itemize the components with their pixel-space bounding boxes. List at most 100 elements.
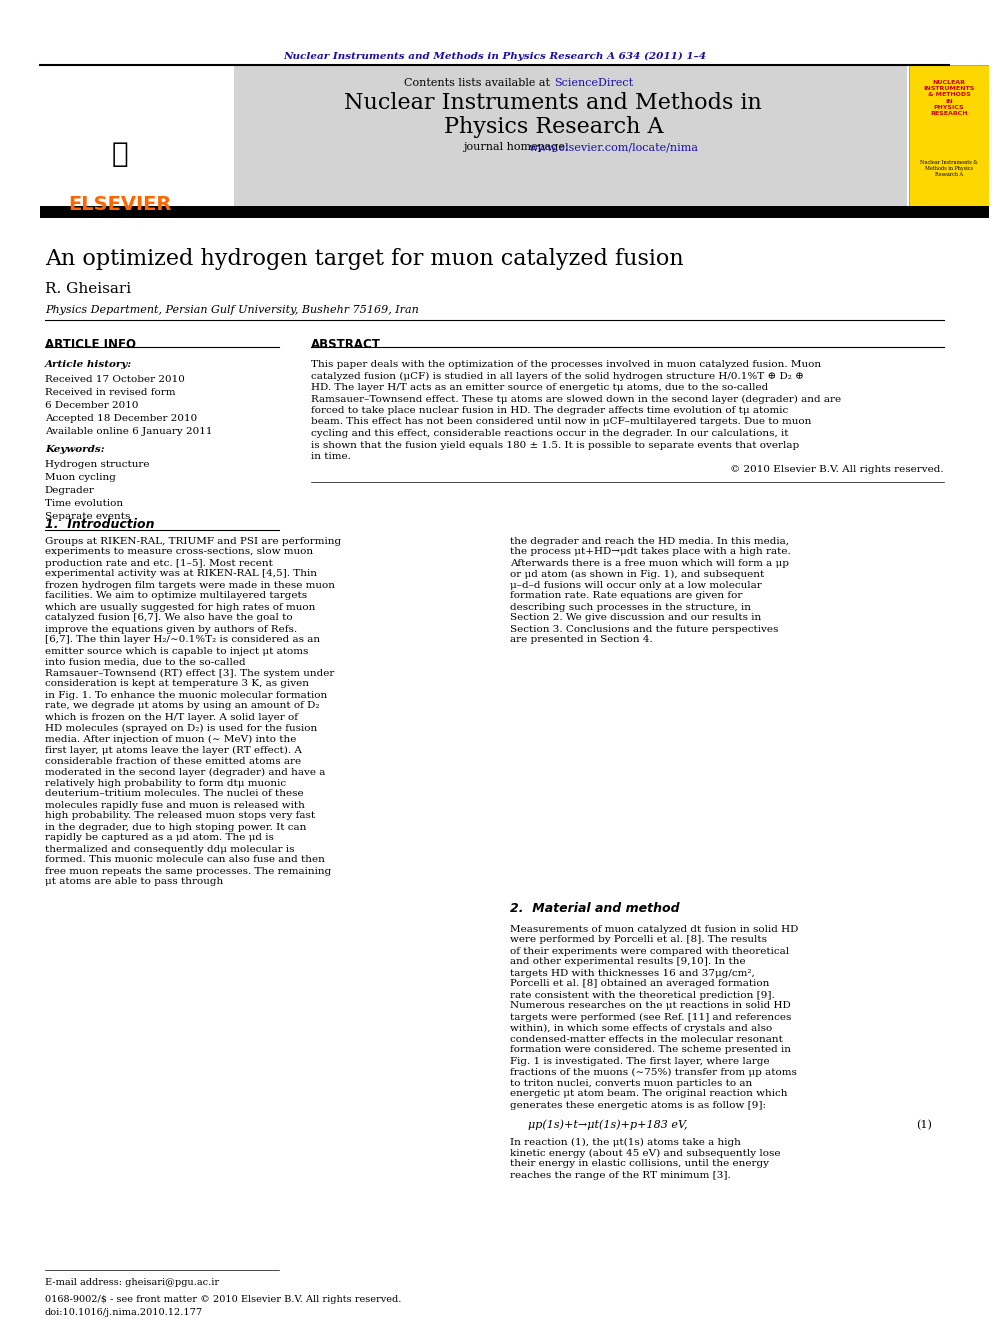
- Text: experimental activity was at RIKEN-RAL [4,5]. Thin: experimental activity was at RIKEN-RAL […: [45, 569, 316, 578]
- Text: Time evolution: Time evolution: [45, 499, 123, 508]
- Text: Degrader: Degrader: [45, 486, 94, 495]
- Text: Received 17 October 2010: Received 17 October 2010: [45, 374, 185, 384]
- Text: catalyzed fusion [6,7]. We also have the goal to: catalyzed fusion [6,7]. We also have the…: [45, 614, 293, 623]
- Text: in Fig. 1. To enhance the muonic molecular formation: in Fig. 1. To enhance the muonic molecul…: [45, 691, 327, 700]
- Text: targets HD with thicknesses 16 and 37μg/cm²,: targets HD with thicknesses 16 and 37μg/…: [511, 968, 755, 978]
- Text: of their experiments were compared with theoretical: of their experiments were compared with …: [511, 946, 790, 955]
- Text: the degrader and reach the HD media. In this media,: the degrader and reach the HD media. In …: [511, 537, 790, 545]
- Bar: [909, 65, 989, 210]
- Text: thermalized and consequently ddμ molecular is: thermalized and consequently ddμ molecul…: [45, 844, 295, 853]
- Text: rate consistent with the theoretical prediction [9].: rate consistent with the theoretical pre…: [511, 991, 775, 999]
- Text: doi:10.1016/j.nima.2010.12.177: doi:10.1016/j.nima.2010.12.177: [45, 1308, 203, 1316]
- Text: An optimized hydrogen target for muon catalyzed fusion: An optimized hydrogen target for muon ca…: [45, 247, 683, 270]
- Text: HD. The layer H/T acts as an emitter source of energetic tμ atoms, due to the so: HD. The layer H/T acts as an emitter sou…: [311, 382, 768, 392]
- Text: Nuclear Instruments &
Methods in Physics
Research A: Nuclear Instruments & Methods in Physics…: [921, 160, 978, 176]
- Text: reaches the range of the RT minimum [3].: reaches the range of the RT minimum [3].: [511, 1171, 731, 1180]
- Text: relatively high probability to form dtμ muonic: relatively high probability to form dtμ …: [45, 778, 286, 787]
- Text: journal homepage:: journal homepage:: [463, 142, 572, 152]
- Text: μ–d–d fusions will occur only at a low molecular: μ–d–d fusions will occur only at a low m…: [511, 581, 762, 590]
- Text: which are usually suggested for high rates of muon: which are usually suggested for high rat…: [45, 602, 315, 611]
- Text: ARTICLE INFO: ARTICLE INFO: [45, 337, 136, 351]
- Text: formation were considered. The scheme presented in: formation were considered. The scheme pr…: [511, 1045, 792, 1054]
- Text: Section 2. We give discussion and our results in: Section 2. We give discussion and our re…: [511, 614, 762, 623]
- Text: production rate and etc. [1–5]. Most recent: production rate and etc. [1–5]. Most rec…: [45, 558, 273, 568]
- Text: Ramsauer–Townsend effect. These tμ atoms are slowed down in the second layer (de: Ramsauer–Townsend effect. These tμ atoms…: [311, 394, 841, 404]
- Text: Ramsauer–Townsend (RT) effect [3]. The system under: Ramsauer–Townsend (RT) effect [3]. The s…: [45, 668, 334, 677]
- Text: the process μt+HD→μdt takes place with a high rate.: the process μt+HD→μdt takes place with a…: [511, 548, 792, 557]
- Text: Article history:: Article history:: [45, 360, 132, 369]
- Text: [6,7]. The thin layer H₂/∼0.1%T₂ is considered as an: [6,7]. The thin layer H₂/∼0.1%T₂ is cons…: [45, 635, 320, 644]
- Text: emitter source which is capable to inject μt atoms: emitter source which is capable to injec…: [45, 647, 309, 655]
- Text: Groups at RIKEN-RAL, TRIUMF and PSI are performing: Groups at RIKEN-RAL, TRIUMF and PSI are …: [45, 537, 341, 545]
- Text: rapidly be captured as a μd atom. The μd is: rapidly be captured as a μd atom. The μd…: [45, 833, 274, 843]
- Text: to triton nuclei, converts muon particles to an: to triton nuclei, converts muon particle…: [511, 1078, 753, 1088]
- Text: molecules rapidly fuse and muon is released with: molecules rapidly fuse and muon is relea…: [45, 800, 305, 810]
- Text: (1): (1): [917, 1119, 932, 1130]
- Text: Nuclear Instruments and Methods in: Nuclear Instruments and Methods in: [344, 93, 762, 114]
- Text: rate, we degrade μt atoms by using an amount of D₂: rate, we degrade μt atoms by using an am…: [45, 701, 319, 710]
- Text: were performed by Porcelli et al. [8]. The results: were performed by Porcelli et al. [8]. T…: [511, 935, 768, 945]
- Text: Keywords:: Keywords:: [45, 445, 104, 454]
- Text: 1.  Introduction: 1. Introduction: [45, 519, 155, 532]
- Text: HD molecules (sprayed on D₂) is used for the fusion: HD molecules (sprayed on D₂) is used for…: [45, 724, 317, 733]
- Text: within), in which some effects of crystals and also: within), in which some effects of crysta…: [511, 1024, 773, 1033]
- Text: formed. This muonic molecule can also fuse and then: formed. This muonic molecule can also fu…: [45, 856, 324, 864]
- Text: kinetic energy (about 45 eV) and subsequently lose: kinetic energy (about 45 eV) and subsequ…: [511, 1148, 781, 1158]
- Text: This paper deals with the optimization of the processes involved in muon catalyz: This paper deals with the optimization o…: [311, 360, 821, 369]
- Text: first layer, μt atoms leave the layer (RT effect). A: first layer, μt atoms leave the layer (R…: [45, 745, 302, 754]
- Text: 2.  Material and method: 2. Material and method: [511, 901, 680, 914]
- Text: which is frozen on the H/T layer. A solid layer of: which is frozen on the H/T layer. A soli…: [45, 713, 298, 721]
- Text: Measurements of muon catalyzed dt fusion in solid HD: Measurements of muon catalyzed dt fusion…: [511, 925, 799, 934]
- Text: into fusion media, due to the so-called: into fusion media, due to the so-called: [45, 658, 245, 667]
- Bar: [40, 65, 907, 210]
- Text: Nuclear Instruments and Methods in Physics Research A 634 (2011) 1–4: Nuclear Instruments and Methods in Physi…: [283, 52, 706, 61]
- Text: are presented in Section 4.: are presented in Section 4.: [511, 635, 653, 644]
- Text: frozen hydrogen film targets were made in these muon: frozen hydrogen film targets were made i…: [45, 581, 335, 590]
- Text: deuterium–tritium molecules. The nuclei of these: deuterium–tritium molecules. The nuclei …: [45, 790, 304, 799]
- Text: fractions of the muons (∼75%) transfer from μp atoms: fractions of the muons (∼75%) transfer f…: [511, 1068, 798, 1077]
- Text: targets were performed (see Ref. [11] and references: targets were performed (see Ref. [11] an…: [511, 1012, 792, 1021]
- Text: Contents lists available at: Contents lists available at: [404, 78, 554, 89]
- Text: ELSEVIER: ELSEVIER: [67, 194, 172, 214]
- Text: improve the equations given by authors of Refs.: improve the equations given by authors o…: [45, 624, 297, 634]
- Text: consideration is kept at temperature 3 K, as given: consideration is kept at temperature 3 K…: [45, 680, 309, 688]
- Text: condensed-matter effects in the molecular resonant: condensed-matter effects in the molecula…: [511, 1035, 784, 1044]
- Text: μt atoms are able to pass through: μt atoms are able to pass through: [45, 877, 223, 886]
- Text: 0168-9002/$ - see front matter © 2010 Elsevier B.V. All rights reserved.: 0168-9002/$ - see front matter © 2010 El…: [45, 1295, 401, 1304]
- Text: © 2010 Elsevier B.V. All rights reserved.: © 2010 Elsevier B.V. All rights reserved…: [730, 466, 944, 475]
- Text: media. After injection of muon (∼ MeV) into the: media. After injection of muon (∼ MeV) i…: [45, 734, 297, 744]
- Text: high probability. The released muon stops very fast: high probability. The released muon stop…: [45, 811, 315, 820]
- Text: Received in revised form: Received in revised form: [45, 388, 176, 397]
- Text: Muon cycling: Muon cycling: [45, 474, 116, 482]
- Text: NUCLEAR
INSTRUMENTS
& METHODS
IN
PHYSICS
RESEARCH: NUCLEAR INSTRUMENTS & METHODS IN PHYSICS…: [924, 79, 974, 116]
- Text: μp(1s)+t→μt(1s)+p+183 eV,: μp(1s)+t→μt(1s)+p+183 eV,: [529, 1119, 687, 1130]
- Text: www.elsevier.com/locate/nima: www.elsevier.com/locate/nima: [529, 142, 698, 152]
- Text: Available online 6 January 2011: Available online 6 January 2011: [45, 427, 212, 437]
- Text: experiments to measure cross-sections, slow muon: experiments to measure cross-sections, s…: [45, 548, 313, 557]
- Text: Numerous researches on the μt reactions in solid HD: Numerous researches on the μt reactions …: [511, 1002, 792, 1011]
- Bar: [40, 206, 989, 218]
- Text: or μd atom (as shown in Fig. 1), and subsequent: or μd atom (as shown in Fig. 1), and sub…: [511, 569, 765, 578]
- Text: describing such processes in the structure, in: describing such processes in the structu…: [511, 602, 751, 611]
- Text: ScienceDirect: ScienceDirect: [555, 78, 633, 89]
- Text: Section 3. Conclusions and the future perspectives: Section 3. Conclusions and the future pe…: [511, 624, 779, 634]
- Text: beam. This effect has not been considered until now in μCF–multilayered targets.: beam. This effect has not been considere…: [311, 418, 811, 426]
- Text: Separate events: Separate events: [45, 512, 130, 521]
- Text: free muon repeats the same processes. The remaining: free muon repeats the same processes. Th…: [45, 867, 331, 876]
- Text: is shown that the fusion yield equals 180 ± 1.5. It is possible to separate even: is shown that the fusion yield equals 18…: [311, 441, 800, 450]
- Text: formation rate. Rate equations are given for: formation rate. Rate equations are given…: [511, 591, 743, 601]
- Text: E-mail address: gheisari@pgu.ac.ir: E-mail address: gheisari@pgu.ac.ir: [45, 1278, 219, 1287]
- Text: Physics Research A: Physics Research A: [443, 116, 663, 138]
- Text: Physics Department, Persian Gulf University, Bushehr 75169, Iran: Physics Department, Persian Gulf Univers…: [45, 306, 419, 315]
- Text: R. Gheisari: R. Gheisari: [45, 282, 131, 296]
- Text: facilities. We aim to optimize multilayered targets: facilities. We aim to optimize multilaye…: [45, 591, 307, 601]
- Text: cycling and this effect, considerable reactions occur in the degrader. In our ca: cycling and this effect, considerable re…: [311, 429, 789, 438]
- Text: generates these energetic atoms is as follow [9]:: generates these energetic atoms is as fo…: [511, 1101, 767, 1110]
- Text: Fig. 1 is investigated. The first layer, where large: Fig. 1 is investigated. The first layer,…: [511, 1057, 770, 1065]
- Text: Porcelli et al. [8] obtained an averaged formation: Porcelli et al. [8] obtained an averaged…: [511, 979, 770, 988]
- Text: forced to take place nuclear fusion in HD. The degrader affects time evolution o: forced to take place nuclear fusion in H…: [311, 406, 789, 415]
- Text: Hydrogen structure: Hydrogen structure: [45, 460, 150, 468]
- Text: 6 December 2010: 6 December 2010: [45, 401, 138, 410]
- Text: moderated in the second layer (degrader) and have a: moderated in the second layer (degrader)…: [45, 767, 325, 777]
- Text: Afterwards there is a free muon which will form a μp: Afterwards there is a free muon which wi…: [511, 558, 790, 568]
